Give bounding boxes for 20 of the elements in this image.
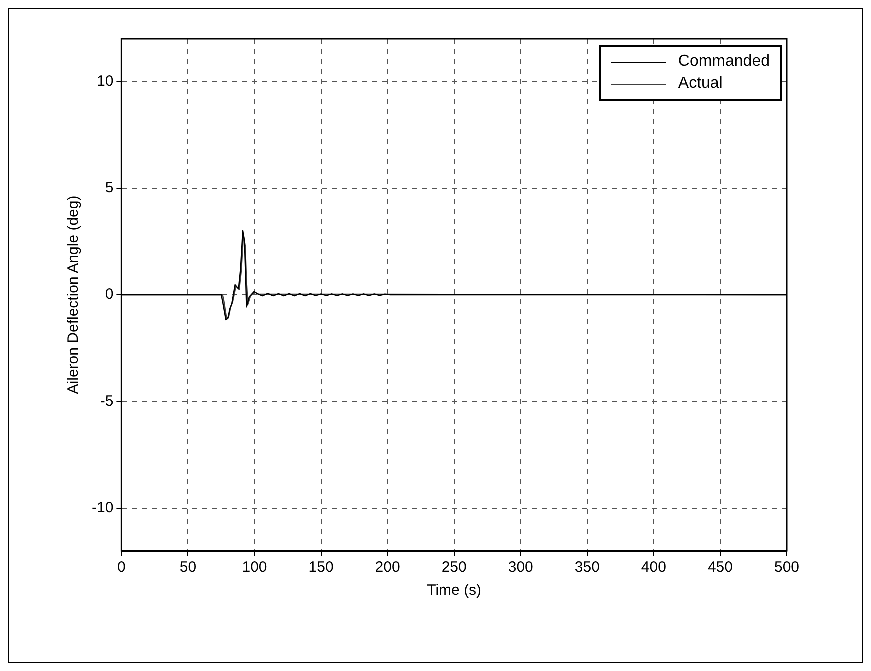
x-axis-title: Time (s) bbox=[427, 582, 482, 600]
y-tick-label: 5 bbox=[105, 179, 114, 196]
y-tick-label: 10 bbox=[96, 72, 114, 90]
x-tick-label: 200 bbox=[375, 559, 400, 576]
x-tick-label: 400 bbox=[641, 559, 666, 576]
y-tick-label: 0 bbox=[105, 286, 114, 304]
x-tick-label: 150 bbox=[308, 559, 334, 576]
x-tick-label: 100 bbox=[242, 559, 268, 576]
x-tick-label: 0 bbox=[118, 559, 126, 576]
x-tick-label: 350 bbox=[574, 559, 600, 576]
y-tick-label: -10 bbox=[92, 499, 114, 516]
x-tick-label: 250 bbox=[442, 559, 467, 576]
x-tick-label: 50 bbox=[180, 559, 197, 576]
y-tick-label: -5 bbox=[100, 392, 114, 410]
y-axis-title: Aileron Deflection Angle (deg) bbox=[65, 196, 82, 394]
legend-label: Actual bbox=[678, 74, 723, 94]
legend-label: Commanded bbox=[678, 52, 770, 72]
x-tick-label: 300 bbox=[508, 559, 534, 576]
x-tick-label: 450 bbox=[708, 559, 733, 576]
x-tick-label: 500 bbox=[774, 559, 800, 576]
